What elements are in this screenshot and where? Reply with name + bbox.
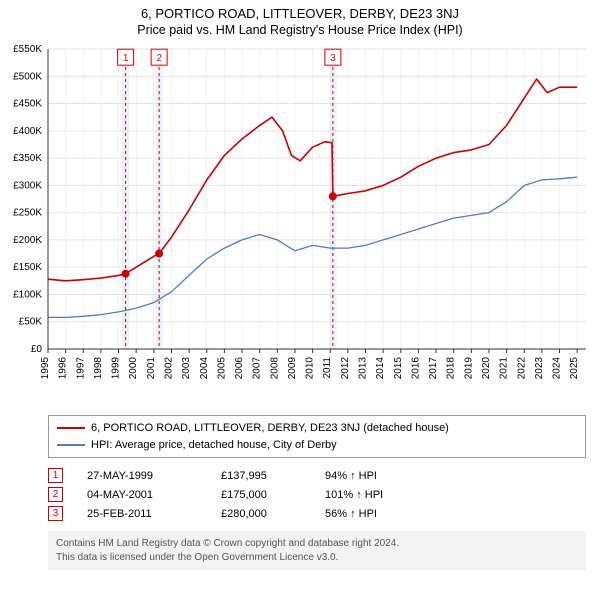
sale-marker: 2 [48, 487, 63, 502]
sale-pct: 94% ↑ HPI [325, 470, 435, 482]
svg-text:2003: 2003 [181, 357, 192, 380]
svg-text:2010: 2010 [305, 357, 316, 380]
title-address: 6, PORTICO ROAD, LITTLEOVER, DERBY, DE23… [0, 6, 600, 21]
attribution: Contains HM Land Registry data © Crown c… [48, 531, 586, 570]
svg-text:2: 2 [156, 53, 162, 64]
svg-text:2023: 2023 [534, 357, 545, 380]
svg-text:2016: 2016 [410, 357, 421, 380]
svg-text:£50K: £50K [19, 317, 43, 328]
svg-text:2005: 2005 [216, 357, 227, 380]
svg-text:£0: £0 [31, 344, 43, 355]
chart-container: 6, PORTICO ROAD, LITTLEOVER, DERBY, DE23… [0, 0, 600, 590]
chart-svg: £0 £50K £100K £150K £200K £250K £300K £350K £400… [0, 39, 600, 409]
svg-text:2017: 2017 [428, 357, 439, 380]
svg-text:£250K: £250K [13, 208, 42, 219]
svg-text:1998: 1998 [93, 357, 104, 380]
svg-text:2021: 2021 [499, 357, 510, 380]
svg-text:2004: 2004 [199, 357, 210, 380]
sale-row: 2 04-MAY-2001 £175,000 101% ↑ HPI [48, 485, 586, 504]
svg-text:2000: 2000 [128, 357, 139, 380]
svg-text:2012: 2012 [340, 357, 351, 380]
svg-text:2002: 2002 [163, 357, 174, 380]
svg-text:2022: 2022 [516, 357, 527, 380]
svg-text:2014: 2014 [375, 357, 386, 380]
legend-row: HPI: Average price, detached house, City… [57, 437, 577, 454]
sale-pct: 101% ↑ HPI [325, 489, 435, 501]
svg-text:£350K: £350K [13, 153, 42, 164]
svg-text:2006: 2006 [234, 357, 245, 380]
svg-text:2024: 2024 [552, 357, 563, 380]
svg-text:2025: 2025 [569, 357, 580, 380]
svg-text:2019: 2019 [463, 357, 474, 380]
svg-text:£400K: £400K [13, 126, 42, 137]
sale-date: 27-MAY-1999 [87, 470, 197, 482]
sale-price: £175,000 [221, 489, 301, 501]
svg-text:2018: 2018 [446, 357, 457, 380]
legend-label: 6, PORTICO ROAD, LITTLEOVER, DERBY, DE23… [91, 420, 449, 437]
legend-swatch [57, 444, 85, 446]
svg-text:3: 3 [330, 53, 336, 64]
sale-date: 04-MAY-2001 [87, 489, 197, 501]
svg-text:1997: 1997 [75, 357, 86, 380]
sale-pct: 56% ↑ HPI [325, 508, 435, 520]
sale-price: £137,995 [221, 470, 301, 482]
svg-text:2020: 2020 [481, 357, 492, 380]
legend-row: 6, PORTICO ROAD, LITTLEOVER, DERBY, DE23… [57, 420, 577, 437]
title-block: 6, PORTICO ROAD, LITTLEOVER, DERBY, DE23… [0, 0, 600, 39]
svg-text:1999: 1999 [111, 357, 122, 380]
title-subtitle: Price paid vs. HM Land Registry's House … [0, 23, 600, 37]
sale-marker: 3 [48, 506, 63, 521]
svg-text:1996: 1996 [58, 357, 69, 380]
sales-table: 1 27-MAY-1999 £137,995 94% ↑ HPI 2 04-MAY-200… [48, 466, 586, 523]
legend-swatch [57, 427, 85, 429]
svg-text:2001: 2001 [146, 357, 157, 380]
svg-text:1: 1 [123, 53, 129, 64]
sale-date: 25-FEB-2011 [87, 508, 197, 520]
svg-text:£300K: £300K [13, 180, 42, 191]
svg-text:£150K: £150K [13, 262, 42, 273]
svg-text:£500K: £500K [13, 71, 42, 82]
chart-area: £0 £50K £100K £150K £200K £250K £300K £350K £400… [0, 39, 600, 409]
sale-row: 1 27-MAY-1999 £137,995 94% ↑ HPI [48, 466, 586, 485]
sale-price: £280,000 [221, 508, 301, 520]
sale-row: 3 25-FEB-2011 £280,000 56% ↑ HPI [48, 504, 586, 523]
legend: 6, PORTICO ROAD, LITTLEOVER, DERBY, DE23… [48, 415, 586, 458]
svg-text:2009: 2009 [287, 357, 298, 380]
attribution-line2: This data is licensed under the Open Gov… [56, 551, 578, 565]
svg-text:1995: 1995 [40, 357, 51, 380]
legend-label: HPI: Average price, detached house, City… [91, 437, 337, 454]
svg-text:£450K: £450K [13, 99, 42, 110]
attribution-line1: Contains HM Land Registry data © Crown c… [56, 537, 578, 551]
sale-marker: 1 [48, 468, 63, 483]
svg-text:£550K: £550K [13, 44, 42, 55]
svg-text:2007: 2007 [252, 357, 263, 380]
svg-text:£200K: £200K [13, 235, 42, 246]
svg-text:2013: 2013 [358, 357, 369, 380]
svg-text:2011: 2011 [322, 357, 333, 379]
svg-text:£100K: £100K [13, 289, 42, 300]
svg-text:2015: 2015 [393, 357, 404, 380]
svg-text:2008: 2008 [269, 357, 280, 380]
